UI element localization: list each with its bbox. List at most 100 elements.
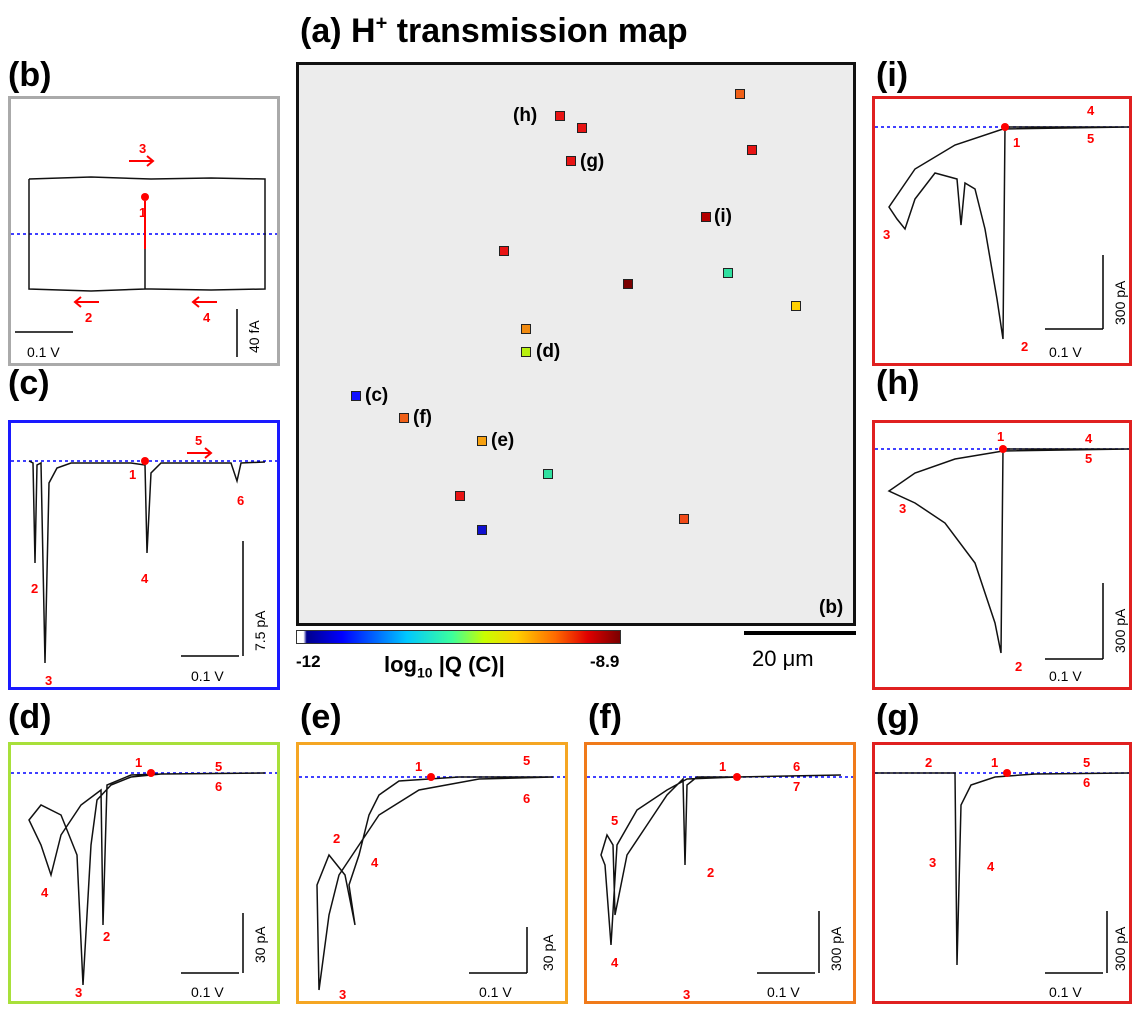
step-label: 2 [925,755,932,770]
step-label: 6 [523,791,530,806]
start-point [999,445,1007,453]
step-label: 3 [75,985,82,1000]
panel-label-e: (e) [300,698,342,736]
y-scale-label: 300 pA [1112,926,1128,971]
arrow-5 [187,447,213,459]
colorbar [296,630,621,644]
map-label-f: (f) [413,407,432,428]
step-label: 1 [719,759,726,774]
step-label: 5 [523,753,530,768]
map-label-g: (g) [580,151,605,172]
arrow-4 [191,296,217,308]
map-marker [543,469,553,479]
map-label-c: (c) [365,385,389,406]
trace-c [28,460,266,664]
map-marker [477,436,487,446]
step-label: 4 [611,955,619,970]
step-label: 2 [1015,659,1022,674]
transmission-map: (h) (g) (i) (d) (c) (f) (e) (b) [296,62,856,626]
step-label: 3 [139,141,146,156]
panel-label-h: (h) [876,364,920,402]
map-marker [455,491,465,501]
start-point [1001,123,1009,131]
y-scale-label: 7.5 pA [252,610,268,651]
panel-b-plot: 1 3 2 4 0.1 V 40 fA [11,141,277,360]
map-scalebar [744,631,856,635]
panel-h: 1 2 3 4 5 0.1 V 300 pA [872,420,1132,690]
map-scalebar-label: 20 μm [752,646,814,671]
start-point [141,457,149,465]
x-scale-label: 0.1 V [767,984,800,1000]
step-label: 1 [135,755,142,770]
step-label: 3 [339,987,346,1001]
step-label: 4 [371,855,379,870]
step-label: 3 [929,855,936,870]
map-marker [521,347,531,357]
x-scale-label: 0.1 V [191,984,224,1000]
step-label: 1 [139,205,146,220]
panel-label-b: (b) [8,56,52,94]
step-label: 3 [883,227,890,242]
panel-f-plot: 1 2 3 4 5 6 7 0.1 V 300 pA [587,759,853,1002]
start-point [147,769,155,777]
map-corner-label: (b) [819,597,844,618]
panel-label-i: (i) [876,56,909,94]
map-marker [477,525,487,535]
arrow-3 [129,155,155,167]
y-scale-label: 300 pA [1112,280,1128,325]
step-label: 2 [85,310,92,325]
x-scale-label: 0.1 V [1049,984,1082,1000]
map-marker [791,301,801,311]
map-marker [499,246,509,256]
map-marker [555,111,565,121]
panel-label-c: (c) [8,364,50,402]
map-marker [521,324,531,334]
map-label-i: (i) [714,206,732,227]
panel-label-f: (f) [588,698,622,736]
trace-h [887,448,1130,654]
y-scale-label: 30 pA [540,934,556,971]
step-label: 7 [793,779,800,794]
step-label: 1 [1013,135,1020,150]
step-label: 5 [1083,755,1090,770]
trace-g [875,772,1130,966]
arrow-2 [73,296,99,308]
step-label: 1 [997,429,1004,444]
map-marker [566,156,576,166]
step-label: 4 [203,310,211,325]
step-label: 5 [195,433,202,448]
x-scale-label: 0.1 V [1049,344,1082,360]
panel-c: 1 2 3 4 5 6 0.1 V 7.5 pA [8,420,280,690]
step-label: 5 [611,813,618,828]
step-label: 3 [45,673,52,687]
panel-h-plot: 1 2 3 4 5 0.1 V 300 pA [875,429,1130,684]
panel-i-plot: 1 2 3 4 5 0.1 V 300 pA [875,103,1130,360]
step-label: 4 [41,885,49,900]
map-marker [351,391,361,401]
trace-b [28,176,266,292]
step-label: 4 [141,571,149,586]
map-label-d: (d) [536,341,561,362]
panel-e: 1 2 3 4 5 6 0.1 V 30 pA [296,742,568,1004]
trace-f [600,774,842,946]
trace-d [28,772,266,986]
step-label: 6 [237,493,244,508]
step-label: 1 [129,467,136,482]
start-point [141,193,149,201]
y-scale-label: 40 fA [246,320,262,353]
map-marker [701,212,711,222]
step-label: 2 [707,865,714,880]
map-marker [623,279,633,289]
colorbar-min-label: -12 [296,652,321,671]
step-label: 1 [991,755,998,770]
map-marker [679,514,689,524]
x-scale-label: 0.1 V [27,344,60,360]
panel-g: 1 2 3 4 5 6 0.1 V 300 pA [872,742,1132,1004]
step-label: 5 [1087,131,1094,146]
panel-d-plot: 1 2 3 4 5 6 0.1 V 30 pA [11,755,277,1000]
start-point [1003,769,1011,777]
map-label-e: (e) [491,430,515,451]
x-scale-label: 0.1 V [479,984,512,1000]
x-scale-label: 0.1 V [191,668,224,684]
step-label: 5 [1085,451,1092,466]
